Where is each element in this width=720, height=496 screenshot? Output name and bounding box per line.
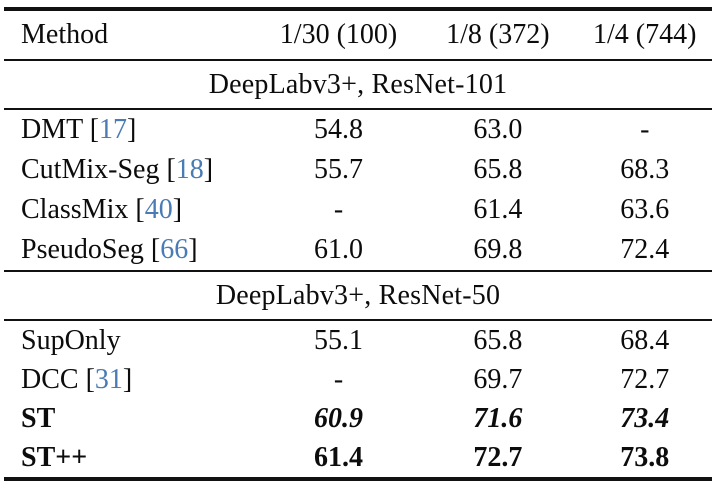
- value-cell: 55.1: [314, 324, 364, 356]
- method-label-suffix: ]: [188, 234, 198, 265]
- bottom-rule: [4, 477, 712, 481]
- value-cell: 65.8: [473, 154, 523, 185]
- table-row: CutMix-Seg [18] 55.7 65.8 68.3: [4, 150, 712, 190]
- method-cell: CutMix-Seg [18]: [4, 156, 259, 184]
- top-rule: [4, 7, 712, 11]
- method-cell: DCC [31]: [4, 363, 259, 395]
- value-cell: 72.7: [473, 441, 523, 473]
- column-header-method: Method: [21, 19, 109, 50]
- method-label-suffix: ]: [172, 194, 183, 225]
- method-label: ST: [21, 402, 56, 434]
- table-row-stpp: ST++ 61.4 72.7 73.8: [4, 438, 712, 477]
- table-row: SupOnly 55.1 65.8 68.4: [4, 321, 712, 360]
- method-label: DMT [: [21, 114, 100, 145]
- citation-link[interactable]: 31: [94, 363, 123, 395]
- value-cell: 54.8: [314, 114, 364, 145]
- method-label: DCC [: [21, 363, 95, 395]
- value-cell: -: [333, 194, 344, 225]
- method-label: PseudoSeg [: [21, 234, 161, 265]
- method-cell: ST: [4, 402, 259, 434]
- rule-below-section1: [4, 108, 712, 110]
- citation-link[interactable]: 17: [99, 114, 128, 145]
- method-label-suffix: ]: [203, 154, 214, 185]
- citation-link[interactable]: 40: [144, 194, 173, 225]
- value-cell: 63.0: [473, 114, 523, 145]
- value-cell: 71.6: [473, 402, 523, 434]
- method-label-suffix: ]: [127, 114, 137, 145]
- method-cell: DMT [17]: [4, 116, 259, 144]
- method-label: ST++: [21, 441, 88, 473]
- rule-below-header: [4, 59, 712, 61]
- method-label-suffix: ]: [122, 363, 133, 395]
- section-header-resnet101: DeepLabv3+, ResNet-101: [208, 68, 508, 100]
- table-row: ClassMix [40] - 61.4 63.6: [4, 190, 712, 230]
- value-cell: -: [640, 114, 650, 145]
- value-cell: 73.8: [620, 441, 670, 473]
- section-header-resnet50: DeepLabv3+, ResNet-50: [215, 279, 501, 311]
- value-cell: -: [333, 363, 344, 395]
- section-resnet101-rows: DMT [17] 54.8 63.0 - CutMix-Seg [18] 55.…: [4, 110, 712, 270]
- value-cell: 55.7: [314, 154, 364, 185]
- value-cell: 72.7: [620, 363, 670, 395]
- value-cell: 69.7: [473, 363, 523, 395]
- value-cell: 63.6: [620, 194, 670, 225]
- method-label: ClassMix [: [21, 194, 145, 225]
- section-resnet50-rows: SupOnly 55.1 65.8 68.4 DCC [31] - 69.7 7…: [4, 321, 712, 477]
- results-table: Method 1/30 (100) 1/8 (372) 1/4 (744) De…: [4, 7, 712, 481]
- value-cell: 68.4: [620, 324, 670, 356]
- method-cell: ST++: [4, 441, 259, 473]
- value-cell: 68.3: [620, 154, 670, 185]
- method-label: SupOnly: [21, 324, 121, 356]
- column-header-split-1-30: 1/30 (100): [279, 19, 398, 50]
- rule-below-section2: [4, 319, 712, 321]
- value-cell: 61.0: [314, 234, 364, 265]
- column-header-split-1-8: 1/8 (372): [446, 19, 550, 50]
- citation-link[interactable]: 18: [175, 154, 204, 185]
- method-label: CutMix-Seg [: [21, 154, 176, 185]
- method-cell: PseudoSeg [66]: [4, 236, 259, 264]
- citation-link[interactable]: 66: [160, 234, 189, 265]
- table-header-row: Method 1/30 (100) 1/8 (372) 1/4 (744): [4, 11, 712, 59]
- table-row-st: ST 60.9 71.6 73.4: [4, 399, 712, 438]
- table-row: PseudoSeg [66] 61.0 69.8 72.4: [4, 230, 712, 270]
- column-header-split-1-4: 1/4 (744): [593, 19, 697, 50]
- value-cell: 65.8: [473, 324, 523, 356]
- method-cell: ClassMix [40]: [4, 196, 259, 224]
- value-cell: 72.4: [620, 234, 670, 265]
- value-cell: 61.4: [473, 194, 523, 225]
- value-cell: 73.4: [620, 402, 670, 434]
- rule-above-section2: [4, 270, 712, 272]
- table-row: DCC [31] - 69.7 72.7: [4, 360, 712, 399]
- value-cell: 61.4: [314, 441, 364, 473]
- value-cell: 60.9: [314, 402, 364, 434]
- method-cell: SupOnly: [4, 324, 259, 356]
- table-row: DMT [17] 54.8 63.0 -: [4, 110, 712, 150]
- value-cell: 69.8: [473, 234, 523, 265]
